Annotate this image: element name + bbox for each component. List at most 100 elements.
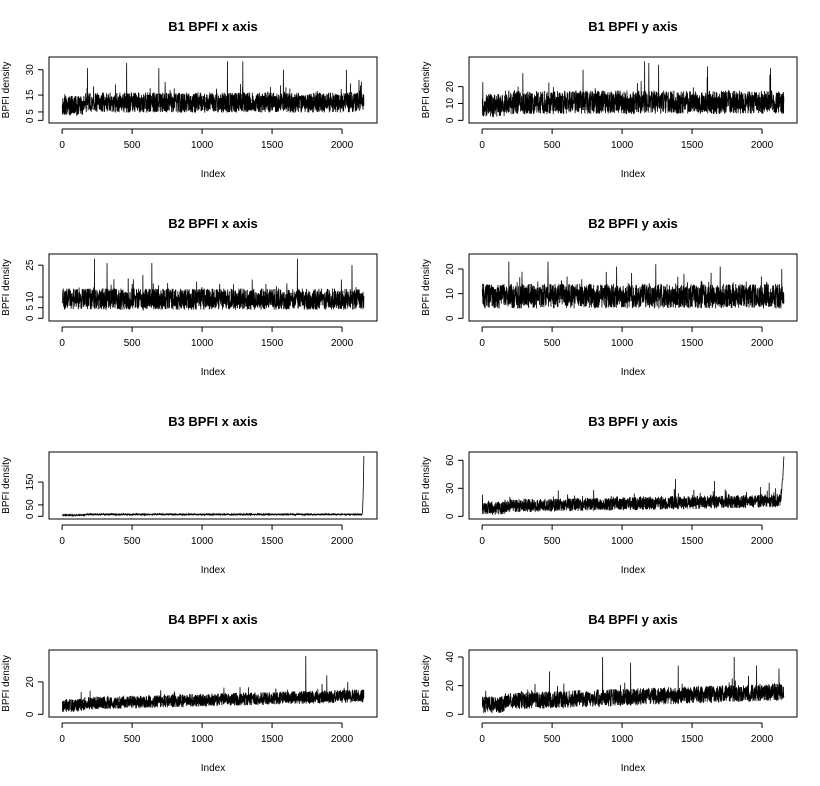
chart-title: B3 BPFI y axis: [588, 414, 678, 429]
panel-b2-bpfi-x-axis: B2 BPFI x axis 0 500 1000 1500 2000 Index 0 510 2…: [1, 216, 378, 378]
x-tick-label: 1500: [261, 734, 284, 745]
y-tick-label: 10: [445, 97, 456, 109]
series-line: [481, 61, 785, 118]
x-axis-label: Index: [201, 565, 225, 576]
chart-title: B3 BPFI x axis: [168, 414, 258, 429]
x-tick-label: 2000: [331, 338, 354, 349]
y-tick-label: 5: [25, 304, 36, 310]
chart-title: B2 BPFI y axis: [588, 216, 678, 231]
y-tick-label: 40: [445, 651, 456, 663]
series-line: [61, 258, 365, 312]
x-axis-label: Index: [621, 169, 645, 180]
x-tick-label: 500: [124, 140, 141, 151]
x-tick-label: 1000: [611, 734, 634, 745]
y-tick-label: 0: [445, 513, 456, 519]
y-axis-label: BPFI density: [1, 259, 12, 316]
plot-frame: [48, 451, 378, 520]
y-tick-label: 0: [445, 711, 456, 717]
x-tick-label: 1000: [611, 536, 634, 547]
x-tick-label: 1000: [191, 734, 214, 745]
x-tick-label: 0: [59, 536, 65, 547]
chart-title: B2 BPFI x axis: [168, 216, 258, 231]
x-axis-label: Index: [201, 367, 225, 378]
y-tick-label: 10: [445, 288, 456, 300]
chart-title: B4 BPFI y axis: [588, 612, 678, 627]
x-tick-label: 2000: [331, 536, 354, 547]
x-tick-label: 2000: [751, 140, 774, 151]
panel-b4-bpfi-x-axis: B4 BPFI x axis 0 500 1000 1500 2000 Index 0 20 BP…: [1, 612, 378, 774]
y-tick-label: 0: [25, 315, 36, 321]
x-axis-label: Index: [201, 169, 225, 180]
x-tick-label: 1500: [261, 140, 284, 151]
x-tick-label: 1500: [261, 338, 284, 349]
y-tick-label: 0: [445, 117, 456, 123]
y-axis-label: BPFI density: [421, 259, 432, 316]
panel-b1-bpfi-x-axis: B1 BPFI x axis 0 500 1000 1500 2000 Index 0 5 15 3…: [1, 19, 378, 180]
x-tick-label: 2000: [331, 140, 354, 151]
panel-b3-bpfi-x-axis: B3 BPFI x axis 0 500 1000 1500 2000 Index 0 50 15…: [1, 414, 378, 576]
x-tick-label: 1000: [611, 140, 634, 151]
x-tick-label: 1000: [191, 140, 214, 151]
y-tick-label: 20: [445, 81, 456, 93]
y-axis-label: BPFI density: [1, 62, 12, 119]
x-axis-label: Index: [621, 367, 645, 378]
plot-frame: [468, 451, 798, 520]
y-tick-label: 150: [25, 473, 36, 490]
series-line: [61, 61, 365, 117]
x-tick-label: 0: [59, 338, 65, 349]
y-axis-label: BPFI density: [1, 655, 12, 712]
x-tick-label: 2000: [751, 734, 774, 745]
x-tick-label: 0: [479, 734, 485, 745]
x-tick-label: 500: [124, 734, 141, 745]
x-tick-label: 1500: [261, 536, 284, 547]
y-tick-label: 20: [445, 263, 456, 275]
y-tick-label: 0: [25, 117, 36, 123]
plot-frame: [468, 649, 798, 718]
y-axis-label: BPFI density: [421, 62, 432, 119]
y-tick-label: 30: [445, 482, 456, 494]
y-axis-label: BPFI density: [421, 655, 432, 712]
x-tick-label: 0: [479, 140, 485, 151]
y-tick-label: 30: [25, 64, 36, 76]
series-line: [481, 261, 785, 309]
x-tick-label: 0: [59, 140, 65, 151]
x-tick-label: 0: [479, 536, 485, 547]
x-axis-label: Index: [621, 565, 645, 576]
x-tick-label: 500: [544, 536, 561, 547]
series-line: [481, 656, 785, 714]
x-axis-label: Index: [201, 763, 225, 774]
x-tick-label: 1500: [681, 140, 704, 151]
chart-title: B4 BPFI x axis: [168, 612, 258, 627]
x-tick-label: 1500: [681, 338, 704, 349]
y-tick-label: 60: [445, 454, 456, 466]
plot-frame: [468, 253, 798, 322]
y-tick-label: 20: [25, 676, 36, 688]
plot-frame: [48, 56, 378, 124]
x-axis-label: Index: [621, 763, 645, 774]
x-tick-label: 500: [544, 140, 561, 151]
y-tick-label: 20: [445, 680, 456, 692]
plot-frame: [468, 56, 798, 124]
series-line: [481, 456, 785, 516]
panel-b4-bpfi-y-axis: B4 BPFI y axis 0 500 1000 1500 2000 Index 0 20 40…: [421, 612, 798, 774]
y-tick-label: 0: [445, 315, 456, 321]
x-tick-label: 1000: [191, 536, 214, 547]
series-line: [61, 455, 365, 518]
x-tick-label: 500: [544, 338, 561, 349]
x-tick-label: 500: [544, 734, 561, 745]
x-tick-label: 500: [124, 536, 141, 547]
y-axis-label: BPFI density: [421, 457, 432, 514]
y-tick-label: 15: [25, 89, 36, 101]
y-tick-label: 0: [25, 711, 36, 717]
y-tick-label: 10: [25, 291, 36, 303]
x-tick-label: 500: [124, 338, 141, 349]
x-tick-label: 2000: [751, 536, 774, 547]
y-tick-label: 50: [25, 499, 36, 511]
x-tick-label: 0: [59, 734, 65, 745]
x-tick-label: 2000: [751, 338, 774, 349]
y-tick-label: 0: [25, 513, 36, 519]
panel-b3-bpfi-y-axis: B3 BPFI y axis 0 500 1000 1500 2000 Index 0 30 60…: [421, 414, 798, 576]
panel-b2-bpfi-y-axis: B2 BPFI y axis 0 500 1000 1500 2000 Index 0 10 20…: [421, 216, 798, 378]
x-tick-label: 0: [479, 338, 485, 349]
